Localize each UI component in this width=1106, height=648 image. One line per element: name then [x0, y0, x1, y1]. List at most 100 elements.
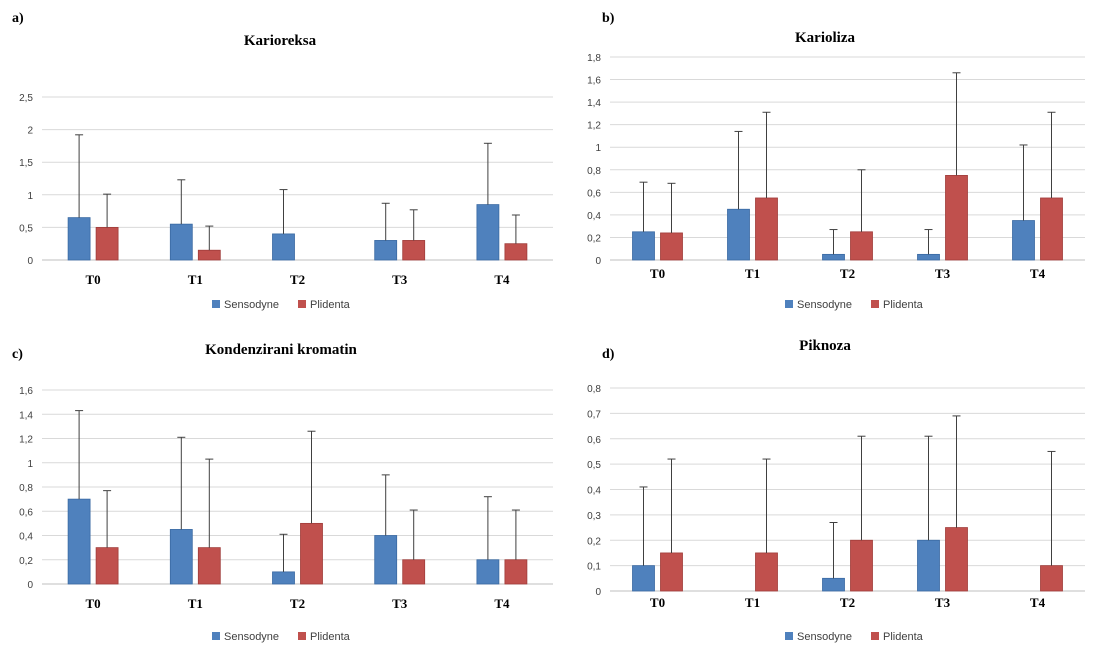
legend-swatch-plidenta — [871, 300, 879, 308]
bar-plidenta-t1 — [755, 552, 778, 592]
panel-label: d) — [602, 347, 615, 362]
x-tick-label: T4 — [1030, 595, 1046, 610]
bar-plidenta-t3 — [402, 240, 426, 261]
chart-piknoza: d) Piknoza 0 0,1 0,2 0,3 0,4 0,5 0,6 0,7 0,8 T0 T1 T2… — [587, 338, 1085, 643]
y-tick-label: 1,6 — [19, 386, 33, 397]
y-tick-label: 1,5 — [19, 158, 33, 169]
bar-plidenta-t3 — [945, 175, 968, 261]
y-tick-label: 0,2 — [587, 536, 601, 547]
bar-plidenta-t0 — [660, 232, 683, 261]
chart-panel-d: d) Piknoza 0 0,1 0,2 0,3 0,4 0,5 0,6 0,7 0,8 T0 T1 T2… — [553, 324, 1106, 648]
y-tick-label: 0,8 — [19, 483, 33, 494]
bar-sensodyne-t3 — [917, 539, 940, 592]
legend-label: Plidenta — [310, 631, 351, 643]
panel-label: c) — [12, 347, 23, 362]
bar-sensodyne-t3 — [917, 253, 940, 261]
bar-plidenta-t1 — [197, 249, 221, 261]
y-tick-label: 1 — [27, 459, 33, 470]
bar-sensodyne-t2 — [822, 253, 845, 261]
bar-plidenta-t2 — [850, 231, 873, 261]
x-tick-label: T4 — [494, 272, 510, 287]
chart-panel-a: a) Karioreksa 0 0,5 1 1,5 2 2,5 T0 T1 T2 T3 T4 Sensod… — [0, 0, 553, 324]
bar-plidenta-t4 — [504, 559, 528, 585]
bar-plidenta-t0 — [95, 226, 119, 261]
y-tick-label: 1,8 — [587, 53, 601, 64]
bar-sensodyne-t2 — [272, 571, 295, 585]
chart-title: Karioreksa — [244, 33, 317, 49]
bar-plidenta-t0 — [660, 552, 683, 592]
legend-label: Plidenta — [310, 299, 351, 311]
x-tick-label: T1 — [745, 595, 760, 610]
y-tick-label: 0,6 — [587, 435, 601, 446]
bar-sensodyne-t4 — [476, 204, 500, 261]
bar-sensodyne-t1 — [169, 223, 193, 261]
y-tick-label: 0,4 — [19, 532, 33, 543]
y-tick-label: 0,8 — [587, 166, 601, 177]
x-tick-label: T3 — [935, 266, 951, 281]
y-tick-label: 0,5 — [19, 223, 33, 234]
x-tick-label: T2 — [290, 272, 305, 287]
chart-title: Piknoza — [799, 338, 851, 354]
y-tick-label: 0 — [595, 256, 601, 267]
bar-sensodyne-t0 — [67, 498, 91, 585]
bar-sensodyne-t2 — [822, 577, 845, 592]
y-tick-label: 2 — [27, 126, 33, 137]
y-tick-label: 0,4 — [587, 486, 601, 497]
x-tick-label: T0 — [86, 272, 101, 287]
y-tick-label: 0,8 — [587, 384, 601, 395]
y-tick-label: 1,6 — [587, 76, 601, 87]
legend-swatch-sensodyne — [785, 300, 793, 308]
x-tick-label: T3 — [392, 596, 408, 611]
legend-swatch-plidenta — [871, 632, 879, 640]
bar-plidenta-t3 — [945, 527, 968, 592]
bar-sensodyne-t1 — [169, 529, 193, 585]
bar-sensodyne-t4 — [1012, 220, 1035, 261]
legend-label: Plidenta — [883, 631, 924, 643]
y-tick-label: 0 — [27, 256, 33, 267]
x-tick-label: T1 — [745, 266, 760, 281]
chart-karioreksa: a) Karioreksa 0 0,5 1 1,5 2 2,5 T0 T1 T2 T3 T4 Sensod… — [12, 11, 553, 311]
y-tick-label: 0 — [27, 580, 33, 591]
bar-plidenta-t3 — [402, 559, 426, 585]
x-tick-label: T0 — [650, 266, 665, 281]
legend-swatch-sensodyne — [212, 632, 220, 640]
legend-swatch-plidenta — [298, 300, 306, 308]
x-tick-label: T1 — [188, 272, 203, 287]
chart-title: Kondenzirani kromatin — [205, 342, 357, 358]
bar-sensodyne-t0 — [632, 565, 655, 592]
x-tick-label: T2 — [840, 595, 855, 610]
legend-label: Sensodyne — [797, 299, 852, 311]
chart-kondenzirani-kromatin: c) Kondenzirani kromatin 0 0,2 0,4 0,6 0,8 1 1,2… — [12, 342, 553, 643]
y-tick-label: 0,1 — [587, 562, 601, 573]
y-tick-label: 1,4 — [587, 98, 601, 109]
x-tick-label: T2 — [290, 596, 305, 611]
bar-plidenta-t1 — [755, 197, 778, 261]
y-tick-label: 0,6 — [587, 188, 601, 199]
legend-label: Sensodyne — [797, 631, 852, 643]
y-tick-label: 1,4 — [19, 410, 33, 421]
y-tick-label: 1,2 — [587, 121, 601, 132]
bar-plidenta-t2 — [300, 522, 323, 585]
bar-sensodyne-t0 — [67, 217, 91, 261]
legend-swatch-plidenta — [298, 632, 306, 640]
y-tick-label: 1 — [27, 191, 33, 202]
x-tick-label: T4 — [494, 596, 510, 611]
x-tick-label: T0 — [86, 596, 101, 611]
y-tick-label: 0,5 — [587, 460, 601, 471]
y-tick-label: 0,3 — [587, 511, 601, 522]
legend-label: Sensodyne — [224, 299, 279, 311]
bar-sensodyne-t2 — [272, 233, 295, 261]
legend-label: Sensodyne — [224, 631, 279, 643]
y-tick-label: 2,5 — [19, 93, 33, 104]
panel-label: a) — [12, 11, 24, 26]
y-tick-label: 0,7 — [587, 409, 601, 420]
x-tick-label: T0 — [650, 595, 665, 610]
y-tick-label: 0,2 — [587, 233, 601, 244]
x-tick-label: T2 — [840, 266, 855, 281]
y-tick-label: 1 — [595, 143, 601, 154]
bar-sensodyne-t1 — [727, 208, 750, 261]
bar-sensodyne-t4 — [476, 559, 500, 585]
bar-plidenta-t2 — [850, 539, 873, 592]
y-tick-label: 0,2 — [19, 556, 33, 567]
y-tick-label: 0,6 — [19, 507, 33, 518]
